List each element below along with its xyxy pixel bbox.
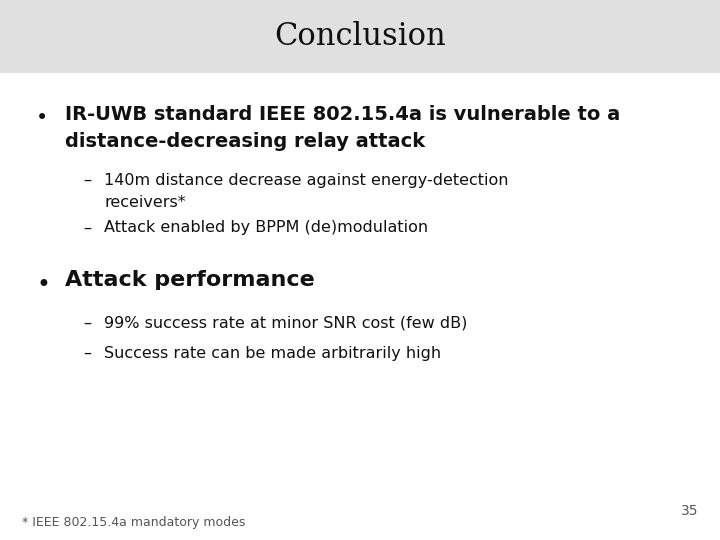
Text: –: –: [83, 346, 91, 361]
Text: IR-UWB standard IEEE 802.15.4a is vulnerable to a: IR-UWB standard IEEE 802.15.4a is vulner…: [65, 105, 620, 124]
Text: distance-decreasing relay attack: distance-decreasing relay attack: [65, 132, 425, 151]
Text: –: –: [83, 316, 91, 331]
Text: –: –: [83, 173, 91, 188]
Text: Attack performance: Attack performance: [65, 270, 315, 290]
Text: 35: 35: [681, 504, 698, 518]
FancyBboxPatch shape: [0, 0, 720, 73]
Text: –: –: [83, 220, 91, 235]
FancyBboxPatch shape: [0, 73, 720, 540]
Text: 140m distance decrease against energy-detection: 140m distance decrease against energy-de…: [104, 173, 509, 188]
Text: 99% success rate at minor SNR cost (few dB): 99% success rate at minor SNR cost (few …: [104, 316, 468, 331]
Text: receivers*: receivers*: [104, 195, 186, 211]
Text: * IEEE 802.15.4a mandatory modes: * IEEE 802.15.4a mandatory modes: [22, 516, 245, 529]
Text: •: •: [36, 273, 50, 296]
Text: •: •: [36, 108, 48, 128]
Text: Conclusion: Conclusion: [274, 21, 446, 52]
Text: Success rate can be made arbitrarily high: Success rate can be made arbitrarily hig…: [104, 346, 441, 361]
Text: Attack enabled by BPPM (de)modulation: Attack enabled by BPPM (de)modulation: [104, 220, 428, 235]
